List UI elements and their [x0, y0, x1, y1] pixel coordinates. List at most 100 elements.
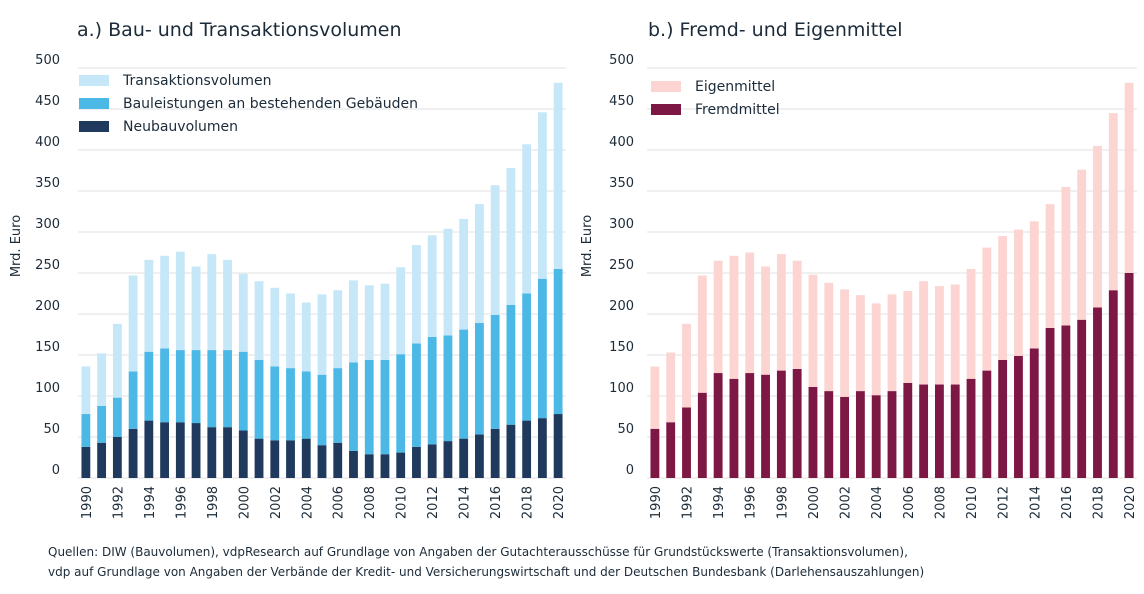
chart-b-bar-eigenmittel-1991 — [666, 352, 676, 423]
chart-b-x-tick-label: 1994 — [712, 486, 727, 519]
chart-b-bar-eigenmittel-1996 — [745, 252, 755, 374]
chart-b-bar-eigenmittel-2009 — [950, 284, 960, 385]
chart-b-bar-eigenmittel-2006 — [903, 291, 913, 383]
chart-a-x-axis: 1990 1992 1994 1996 1998 2000 2002 2004 2006 2008… — [80, 486, 567, 519]
chart-a-bar-bauleistungen-an-bestehenden-gebäuden-2001 — [254, 359, 264, 439]
chart-a-bar-neubauvolumen-2017 — [506, 424, 516, 478]
chart-b-bar-eigenmittel-2007 — [919, 281, 929, 385]
chart-b-bar-fremdmittel-1992 — [682, 407, 691, 478]
chart-b-x-tick-label: 2020 — [1123, 486, 1138, 519]
chart-b-legend: Eigenmittel Fremdmittel — [651, 79, 780, 118]
chart-a-bar-bauleistungen-an-bestehenden-gebäuden-2008 — [364, 359, 374, 455]
chart-a-bar-neubauvolumen-2005 — [317, 445, 327, 478]
chart-a-legend-label: Bauleistungen an bestehenden Gebäuden — [123, 96, 418, 112]
chart-b-x-tick-label: 1996 — [744, 486, 759, 519]
chart-a-bar-transaktionsvolumen-1996 — [175, 251, 185, 351]
chart-a-bar-bauleistungen-an-bestehenden-gebäuden-1993 — [128, 371, 138, 429]
chart-a-bar-bauleistungen-an-bestehenden-gebäuden-2002 — [270, 366, 280, 441]
chart-b-bar-fremdmittel-1991 — [666, 422, 676, 478]
chart-b-bar-eigenmittel-2010 — [966, 268, 976, 379]
chart-a-bar-bauleistungen-an-bestehenden-gebäuden-2012 — [427, 336, 437, 445]
chart-a-bar-transaktionsvolumen-2015 — [475, 204, 484, 324]
chart-a-bar-bauleistungen-an-bestehenden-gebäuden-2006 — [333, 368, 343, 443]
chart-b-legend-swatch — [651, 81, 681, 92]
chart-a-bar-transaktionsvolumen-1990 — [81, 366, 91, 415]
chart-a-bar-neubauvolumen-1996 — [175, 422, 185, 478]
chart-b-y-tick-label: 500 — [609, 53, 634, 68]
chart-b-bar-fremdmittel-1995 — [729, 378, 739, 478]
chart-b-title: b.) Fremd- und Eigenmittel — [648, 19, 903, 41]
chart-b-bar-fremdmittel-1999 — [792, 368, 802, 478]
chart-a-bar-bauleistungen-an-bestehenden-gebäuden-2013 — [443, 335, 453, 442]
chart-a-y-tick-label: 0 — [52, 463, 60, 478]
chart-a-bar-neubauvolumen-2015 — [475, 434, 484, 478]
chart-a-bar-transaktionsvolumen-2020 — [553, 82, 563, 269]
chart-a-bar-neubauvolumen-2001 — [254, 438, 264, 478]
chart-a-bar-transaktionsvolumen-2014 — [459, 218, 469, 330]
chart-b-bar-fremdmittel-1996 — [745, 373, 755, 478]
chart-a-x-tick-label: 2012 — [426, 486, 441, 519]
chart-b-y-tick-label: 100 — [609, 381, 634, 396]
chart-a-bar-neubauvolumen-1993 — [128, 428, 138, 478]
chart-a-bar-neubauvolumen-1994 — [144, 420, 154, 478]
chart-a-bar-bauleistungen-an-bestehenden-gebäuden-2014 — [459, 329, 469, 439]
chart-b-legend-label: Fremdmittel — [695, 102, 780, 118]
chart-a-bar-bauleistungen-an-bestehenden-gebäuden-1999 — [223, 350, 232, 428]
chart-a-title: a.) Bau- und Transaktionsvolumen — [77, 19, 402, 41]
chart-a-bar-neubauvolumen-2010 — [396, 452, 406, 478]
chart-a-bar-neubauvolumen-2020 — [553, 414, 563, 478]
chart-panel-b: b.) Fremd- und Eigenmittel Mrd. Euro 0 50… — [580, 19, 1138, 519]
chart-a-x-tick-label: 2018 — [521, 486, 536, 519]
chart-a-y-axis: 0 50 100 150 200 250 300 350 400 450 500 — [35, 53, 60, 478]
chart-b-legend-swatch — [651, 104, 681, 115]
chart-a-bar-bauleistungen-an-bestehenden-gebäuden-1994 — [144, 351, 154, 421]
chart-b-bar-eigenmittel-2003 — [855, 295, 865, 392]
chart-b-bar-fremdmittel-2019 — [1108, 290, 1118, 478]
chart-a-x-tick-label: 1990 — [80, 486, 95, 519]
chart-a-bar-transaktionsvolumen-2008 — [364, 285, 374, 360]
chart-b-x-tick-label: 2010 — [965, 486, 980, 519]
chart-b-bar-eigenmittel-1999 — [792, 260, 802, 369]
chart-a-bar-transaktionsvolumen-2013 — [443, 228, 453, 336]
chart-a-bar-transaktionsvolumen-2011 — [412, 245, 421, 344]
chart-b-bar-fremdmittel-2010 — [966, 378, 976, 478]
chart-a-bar-neubauvolumen-1999 — [223, 427, 232, 478]
chart-a-bar-bauleistungen-an-bestehenden-gebäuden-2009 — [380, 359, 390, 455]
chart-b-bar-eigenmittel-2013 — [1014, 229, 1023, 356]
chart-a-bar-neubauvolumen-2011 — [412, 446, 421, 478]
chart-b-legend-label: Eigenmittel — [695, 79, 775, 95]
chart-b-bar-eigenmittel-1997 — [761, 266, 770, 375]
chart-b-bar-fremdmittel-2011 — [982, 370, 992, 478]
chart-a-bar-bauleistungen-an-bestehenden-gebäuden-1996 — [175, 350, 185, 423]
chart-a-y-tick-label: 450 — [35, 94, 60, 109]
chart-a-bar-transaktionsvolumen-1993 — [128, 275, 138, 372]
chart-b-bar-eigenmittel-2017 — [1077, 169, 1087, 320]
chart-a-bar-neubauvolumen-2003 — [286, 440, 295, 478]
chart-a-legend-swatch — [79, 121, 109, 132]
chart-a-bar-transaktionsvolumen-2002 — [270, 287, 280, 367]
chart-a-bar-transaktionsvolumen-2004 — [301, 302, 311, 372]
chart-a-y-tick-label: 500 — [35, 53, 60, 68]
chart-a-legend-label: Transaktionsvolumen — [122, 73, 272, 89]
chart-b-x-tick-label: 2004 — [870, 486, 885, 519]
chart-b-bar-fremdmittel-1990 — [650, 428, 660, 478]
chart-b-bar-fremdmittel-1993 — [697, 392, 707, 478]
chart-a-bar-bauleistungen-an-bestehenden-gebäuden-2007 — [349, 362, 358, 451]
chart-a-y-tick-label: 150 — [35, 340, 60, 355]
chart-a-legend-swatch — [79, 75, 109, 86]
chart-b-bar-eigenmittel-2018 — [1093, 145, 1102, 308]
chart-a-bar-neubauvolumen-2008 — [364, 454, 374, 478]
chart-b-bar-fremdmittel-2009 — [950, 384, 960, 478]
chart-b-bar-fremdmittel-2004 — [871, 395, 881, 478]
chart-a-bar-transaktionsvolumen-2010 — [396, 267, 406, 355]
chart-b-bar-eigenmittel-2005 — [887, 294, 897, 392]
chart-b-bar-eigenmittel-2014 — [1029, 221, 1039, 349]
chart-b-y-axis: 0 50 100 150 200 250 300 350 400 450 500 — [609, 53, 634, 478]
chart-a-bar-neubauvolumen-2006 — [333, 442, 343, 478]
chart-b-bar-fremdmittel-2018 — [1093, 307, 1102, 478]
chart-b-bar-fremdmittel-2017 — [1077, 319, 1087, 478]
chart-b-x-tick-label: 2012 — [997, 486, 1012, 519]
chart-a-bar-bauleistungen-an-bestehenden-gebäuden-2018 — [522, 293, 532, 421]
chart-b-bar-eigenmittel-2015 — [1045, 204, 1055, 328]
chart-a-bar-bauleistungen-an-bestehenden-gebäuden-2017 — [506, 304, 516, 425]
